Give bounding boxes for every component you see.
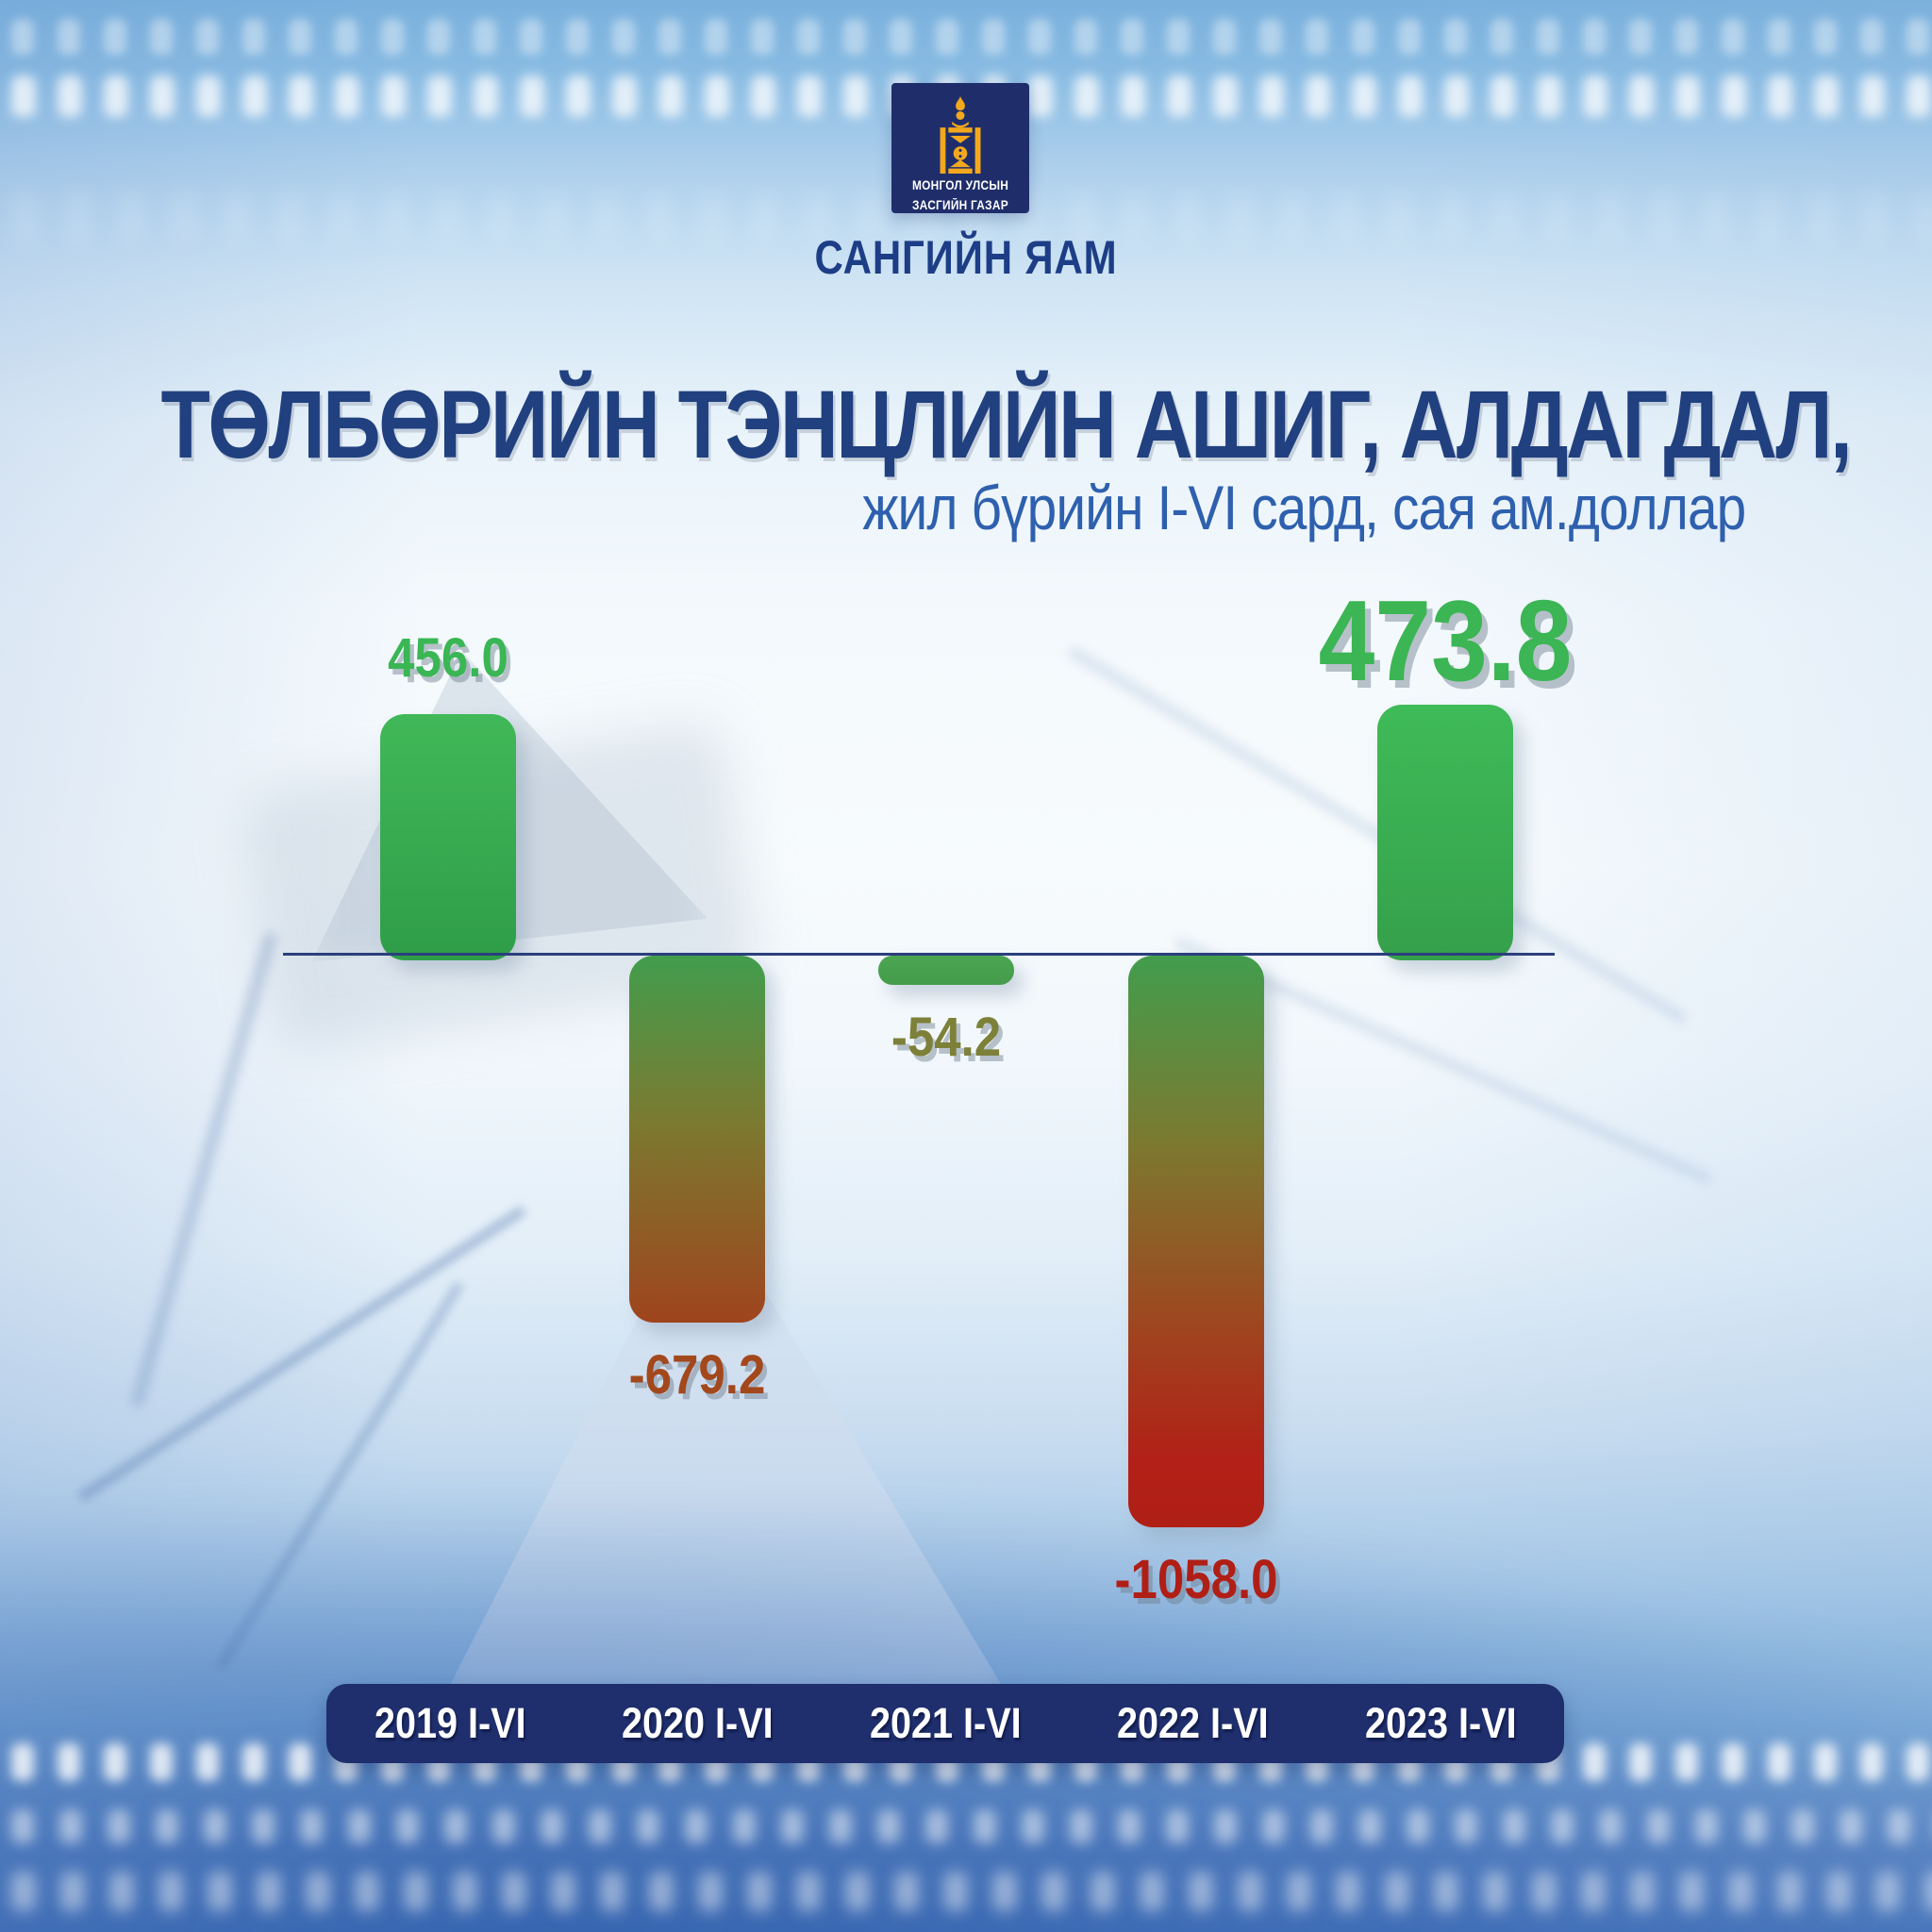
bar-2023 [1377,705,1513,960]
category-label: 2020 I-VI [622,1699,774,1747]
bar-2022 [1128,956,1264,1527]
government-name-line2: ЗАСГИЙН ГАЗАР [912,198,1008,212]
ministry-name: САНГИЙН ЯАМ [814,231,1118,284]
category-label: 2023 I-VI [1364,1699,1517,1747]
category-label: 2019 I-VI [374,1699,526,1747]
bar-2020 [629,956,765,1323]
value-label-2021: -54.2 [891,1007,1002,1068]
value-label-2022: -1058.0 [1114,1549,1278,1610]
government-logo: МОНГОЛ УЛСЫН ЗАСГИЙН ГАЗАР [891,83,1029,213]
value-label-2020: -679.2 [628,1344,766,1406]
x-axis-line [283,953,1555,956]
bar-2021 [878,956,1014,985]
category-band: 2019 I-VI 2020 I-VI 2021 I-VI 2022 I-VI 2023… [326,1684,1564,1763]
value-label-2023: 473.8 [1318,575,1573,705]
bar-2019 [380,714,516,960]
category-label: 2022 I-VI [1117,1699,1269,1747]
soyombo-icon [940,96,981,174]
chart-subtitle: жил бүрийн I-VI сард, сая ам.доллар [861,473,1746,542]
category-label: 2021 I-VI [869,1699,1022,1747]
chart-title: ТӨЛБӨРИЙН ТЭНЦЛИЙН АШИГ, АЛДАГДАЛ, [160,371,1853,478]
value-label-2019: 456.0 [388,627,508,690]
government-name-line1: МОНГОЛ УЛСЫН [911,178,1009,192]
